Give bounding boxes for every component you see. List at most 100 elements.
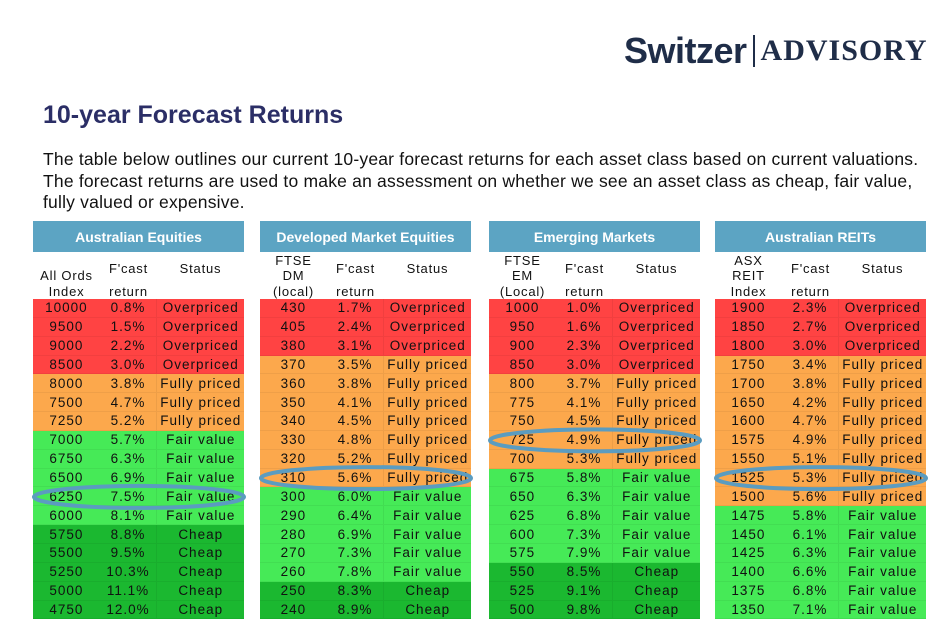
forecast-return: 6.8%: [556, 506, 613, 524]
index-level: 850: [489, 356, 556, 374]
forecast-return: 3.5%: [327, 356, 384, 374]
table-row: 550 8.5% Cheap: [489, 563, 700, 582]
forecast-return: 9.1%: [556, 582, 613, 600]
table-row: 800 3.7% Fully priced: [489, 374, 700, 393]
table-row: 300 6.0% Fair value: [260, 487, 471, 506]
status-badge: Overpriced: [383, 337, 471, 355]
index-level: 240: [260, 601, 327, 619]
intro-paragraph: The table below outlines our current 10-…: [43, 149, 923, 214]
index-level: 290: [260, 506, 327, 524]
logo-brand: Switzer: [624, 30, 747, 72]
index-level: 9500: [33, 318, 100, 336]
table-row: 950 1.6% Overpriced: [489, 318, 700, 337]
forecast-return: 5.3%: [556, 450, 613, 468]
forecast-return: 1.7%: [327, 299, 384, 317]
index-column-header: (Local): [489, 284, 556, 300]
table-row: 775 4.1% Fully priced: [489, 393, 700, 412]
status-badge: Fair value: [156, 469, 244, 487]
table-row: 350 4.1% Fully priced: [260, 393, 471, 412]
status-badge: Fully priced: [383, 412, 471, 430]
table-row: 10000 0.8% Overpriced: [33, 299, 244, 318]
return-column-header: F'cast: [556, 261, 613, 277]
table-row: 1750 3.4% Fully priced: [715, 356, 926, 375]
table-row: 8500 3.0% Overpriced: [33, 356, 244, 375]
table-title: Developed Market Equities: [260, 221, 471, 252]
forecast-return: 5.6%: [782, 487, 839, 505]
status-badge: Cheap: [383, 601, 471, 619]
logo-divider: [753, 35, 755, 67]
status-badge: Fully priced: [383, 431, 471, 449]
logo-sub: ADVISORY: [761, 34, 928, 68]
status-badge: Cheap: [612, 563, 700, 581]
table-row: 1850 2.7% Overpriced: [715, 318, 926, 337]
forecast-return: 5.6%: [327, 469, 384, 487]
status-badge: Fair value: [838, 506, 926, 524]
status-badge: Overpriced: [838, 299, 926, 317]
status-badge: Overpriced: [156, 337, 244, 355]
table-row: 5250 10.3% Cheap: [33, 563, 244, 582]
status-badge: Fully priced: [383, 393, 471, 411]
status-badge: Cheap: [156, 525, 244, 543]
forecast-return: 4.1%: [327, 393, 384, 411]
status-badge: Fully priced: [612, 374, 700, 392]
status-badge: Fully priced: [838, 431, 926, 449]
table-row: 1450 6.1% Fair value: [715, 525, 926, 544]
index-level: 750: [489, 412, 556, 430]
index-level: 1525: [715, 469, 782, 487]
forecast-return: 7.3%: [327, 544, 384, 562]
status-badge: Fair value: [838, 525, 926, 543]
forecast-return: 8.5%: [556, 563, 613, 581]
table-row: 1425 6.3% Fair value: [715, 544, 926, 563]
index-level: 6000: [33, 506, 100, 524]
forecast-return: 4.2%: [782, 393, 839, 411]
table-row: 290 6.4% Fair value: [260, 506, 471, 525]
table-row: 525 9.1% Cheap: [489, 582, 700, 601]
forecast-return: 6.9%: [327, 525, 384, 543]
table-row: 600 7.3% Fair value: [489, 525, 700, 544]
forecast-return: 7.8%: [327, 563, 384, 581]
index-level: 725: [489, 431, 556, 449]
status-badge: Cheap: [612, 601, 700, 619]
table-title: Australian Equities: [33, 221, 244, 252]
forecast-return: 1.6%: [556, 318, 613, 336]
table-row: 380 3.1% Overpriced: [260, 337, 471, 356]
status-badge: Fair value: [383, 525, 471, 543]
index-column-header: EM: [489, 268, 556, 284]
table-row: 1600 4.7% Fully priced: [715, 412, 926, 431]
index-level: 1450: [715, 525, 782, 543]
table-row: 1900 2.3% Overpriced: [715, 299, 926, 318]
index-level: 800: [489, 374, 556, 392]
status-badge: Fully priced: [383, 374, 471, 392]
return-column-header: F'cast: [327, 261, 384, 277]
index-level: 550: [489, 563, 556, 581]
index-level: 1350: [715, 601, 782, 619]
forecast-return: 3.8%: [100, 374, 157, 392]
forecast-return: 8.3%: [327, 582, 384, 600]
forecast-return: 5.3%: [782, 469, 839, 487]
index-level: 9000: [33, 337, 100, 355]
index-column-header: REIT: [715, 268, 782, 284]
return-column-header: F'cast: [100, 261, 157, 277]
index-level: 5750: [33, 525, 100, 543]
forecast-return: 3.0%: [556, 356, 613, 374]
status-badge: Fully priced: [838, 450, 926, 468]
forecast-return: 5.8%: [556, 469, 613, 487]
index-level: 700: [489, 450, 556, 468]
forecast-return: 5.8%: [782, 506, 839, 524]
forecast-return: 3.4%: [782, 356, 839, 374]
forecast-return: 7.5%: [100, 487, 157, 505]
status-badge: Cheap: [612, 582, 700, 600]
status-badge: Fully priced: [156, 412, 244, 430]
status-badge: Overpriced: [612, 356, 700, 374]
status-badge: Cheap: [156, 544, 244, 562]
table-row: 1000 1.0% Overpriced: [489, 299, 700, 318]
table-row: 7250 5.2% Fully priced: [33, 412, 244, 431]
status-badge: Cheap: [156, 563, 244, 581]
index-level: 270: [260, 544, 327, 562]
status-badge: Overpriced: [612, 299, 700, 317]
forecast-return: 6.0%: [327, 487, 384, 505]
status-badge: Cheap: [383, 582, 471, 600]
status-badge: Fair value: [156, 450, 244, 468]
status-badge: Fair value: [156, 487, 244, 505]
forecast-return: 6.4%: [327, 506, 384, 524]
